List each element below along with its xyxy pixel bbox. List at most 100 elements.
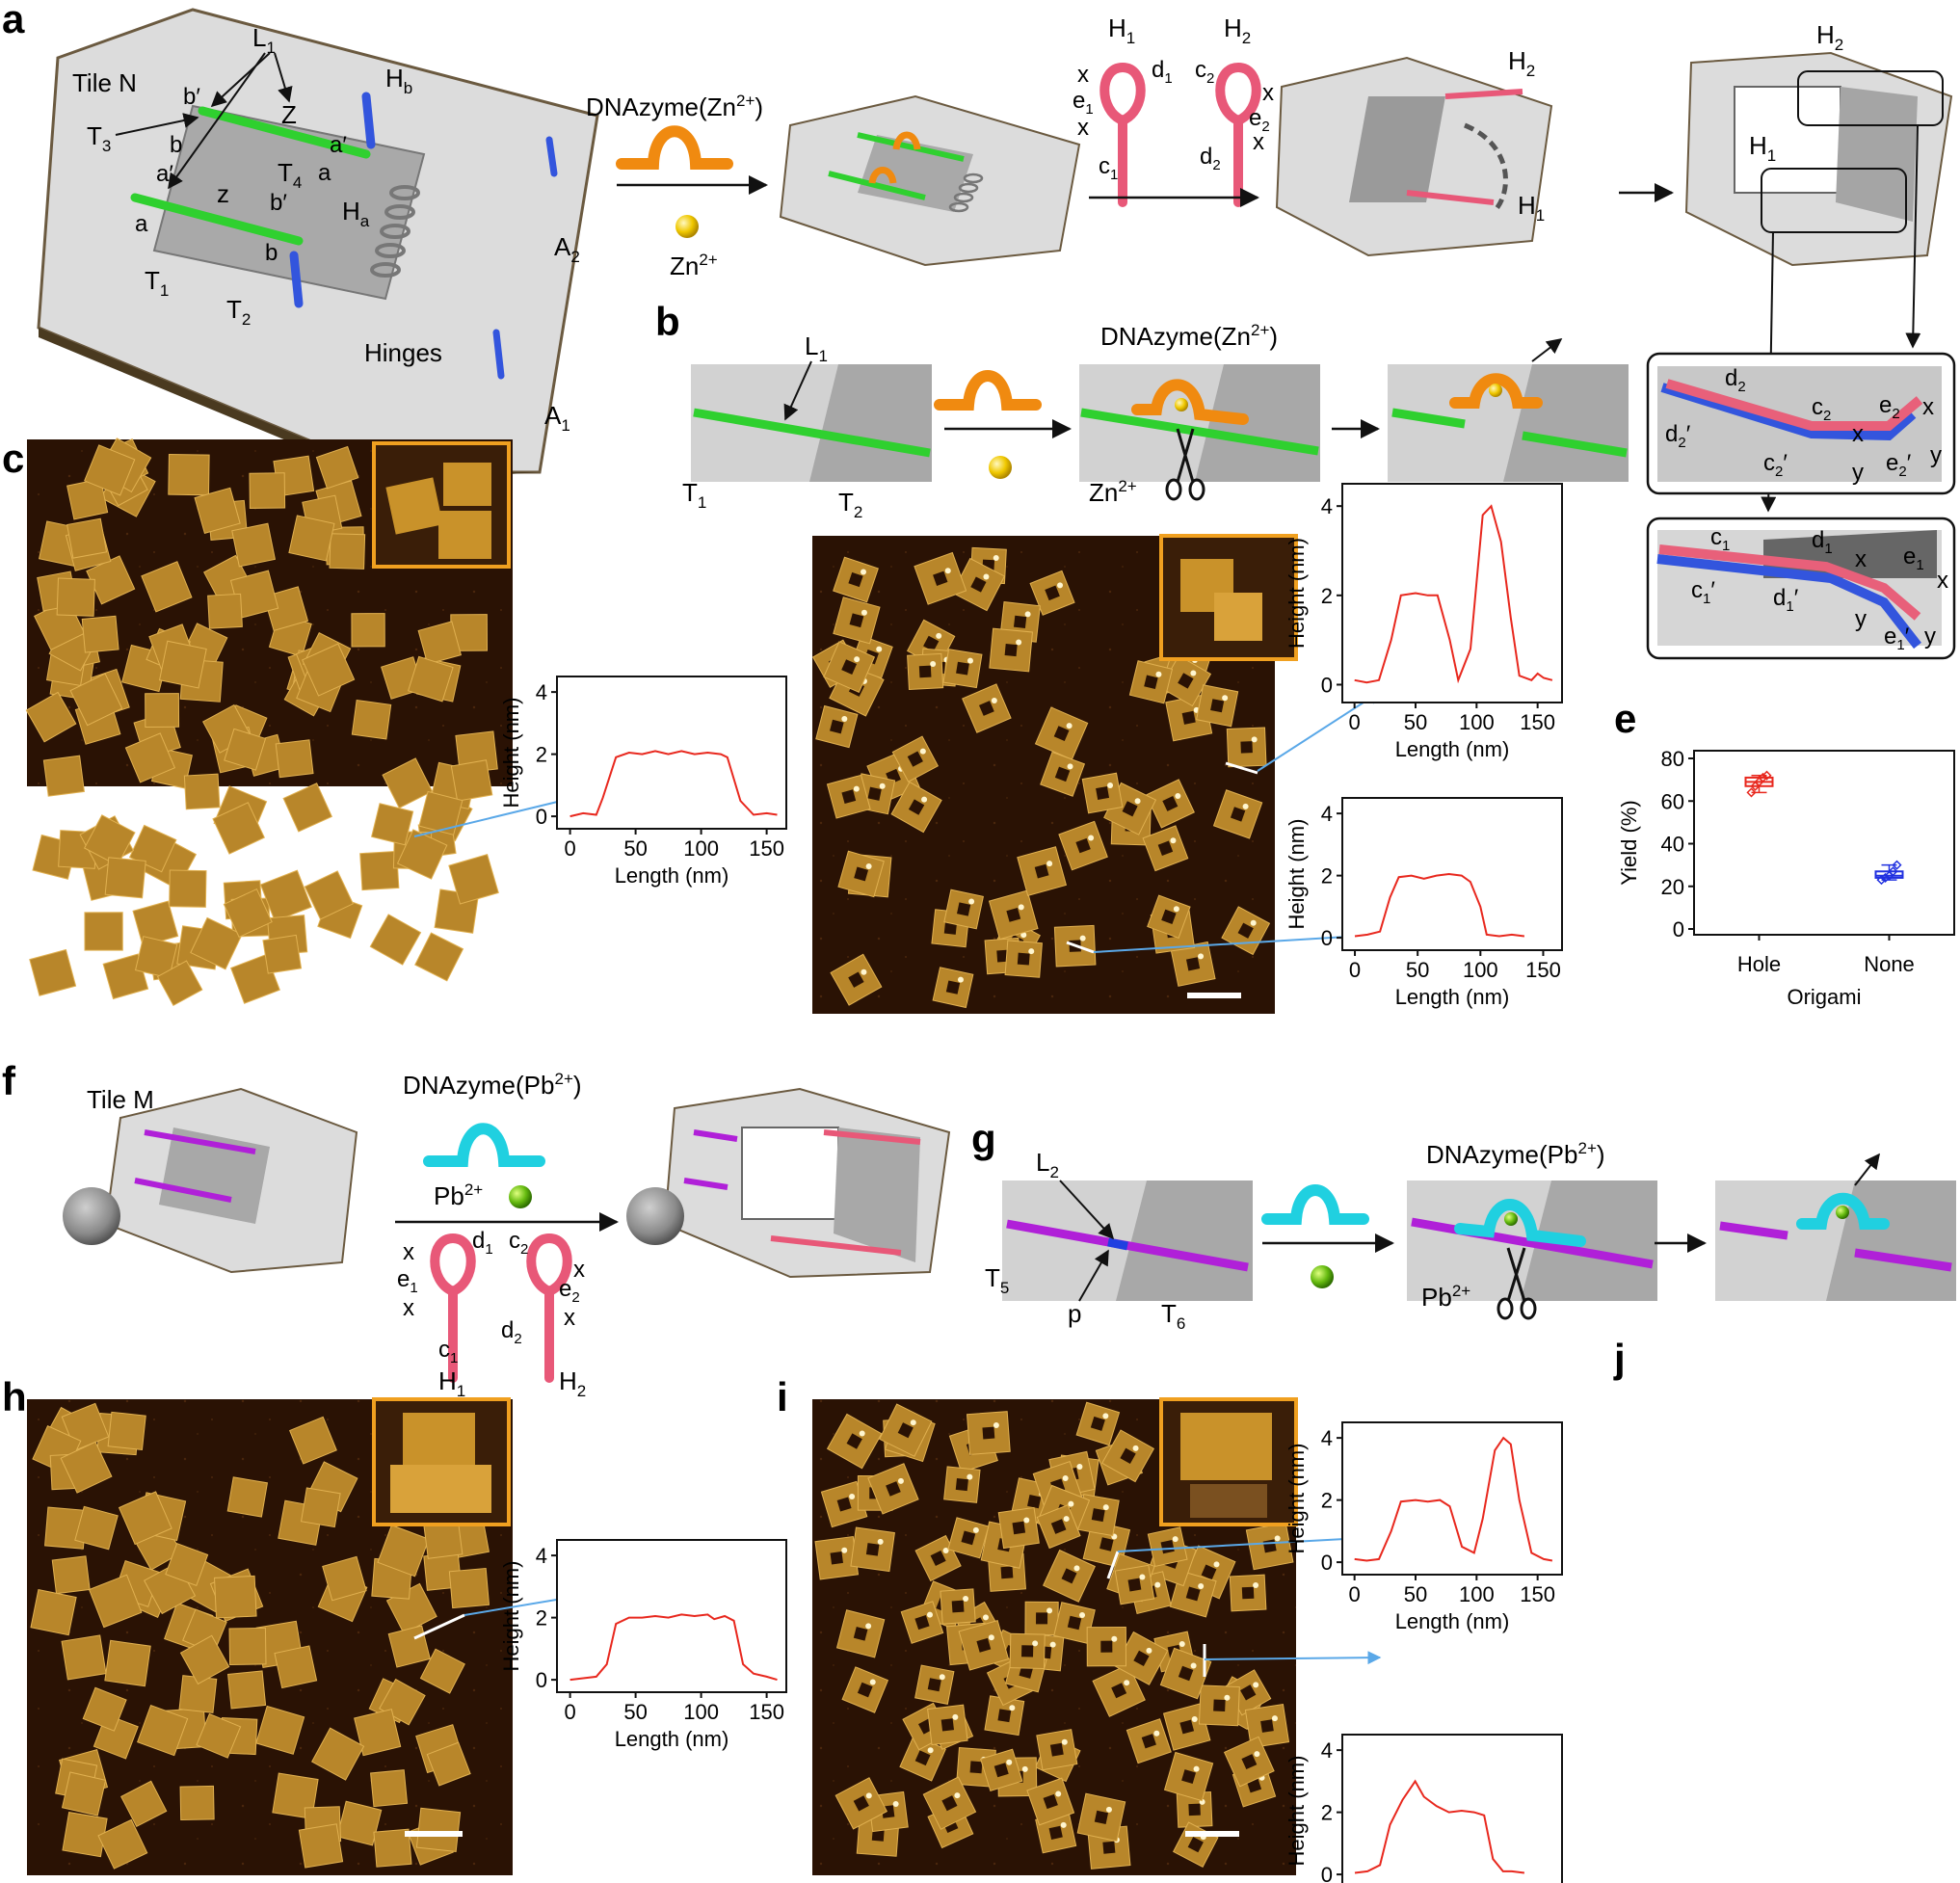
- origami-bright-spot: [954, 1792, 961, 1799]
- origami-hole: [1054, 766, 1071, 782]
- y-tick-label: 2: [1321, 864, 1333, 888]
- origami-bright-spot: [1055, 1790, 1062, 1797]
- x-tick-label: 100: [683, 836, 719, 861]
- origami-bright-spot: [849, 1493, 856, 1499]
- origami-hole: [865, 1543, 880, 1556]
- origami-hole: [897, 1422, 914, 1439]
- origami-hole: [1006, 907, 1021, 922]
- origami-hole: [969, 1761, 983, 1774]
- origami-tile: [107, 1411, 146, 1451]
- x-tick-label: 100: [683, 1700, 719, 1724]
- panel-label-h: h: [2, 1374, 27, 1419]
- origami-tile: [382, 757, 434, 809]
- origami-hole: [1122, 801, 1138, 817]
- l1-label: L1: [252, 23, 276, 57]
- g-t5-label: T5: [985, 1263, 1009, 1297]
- origami-hole: [1157, 840, 1174, 856]
- origami-bright-spot: [936, 632, 942, 639]
- origami-tile: [61, 1634, 107, 1681]
- origami-hole: [1049, 1742, 1064, 1757]
- dnazyme-zn-reaction-arrow: DNAzyme(Zn2+) Zn2+: [586, 92, 768, 280]
- origami-tile: [226, 1476, 269, 1518]
- x-tick-label: 100: [1459, 710, 1495, 734]
- origami-tile: [214, 1575, 257, 1619]
- hp2-x2: x: [1253, 129, 1264, 155]
- y-axis-label: Height (nm): [499, 1561, 523, 1672]
- y-tick-label: 2: [536, 1606, 547, 1631]
- origami-bright-spot: [1190, 670, 1197, 676]
- origami-hole: [1102, 1841, 1116, 1854]
- origami-bright-spot: [1172, 1536, 1179, 1543]
- origami-bright-spot: [865, 862, 872, 869]
- origami-bright-spot: [926, 1611, 933, 1618]
- origami-bright-spot: [963, 1596, 969, 1603]
- origami-bright-spot: [1254, 1751, 1260, 1758]
- origami-bright-spot: [1088, 835, 1095, 841]
- origami-tile: [274, 1645, 318, 1689]
- t3-label: T3: [87, 121, 111, 155]
- origami-hole: [830, 719, 844, 734]
- origami-hole: [955, 1477, 968, 1492]
- origami-bright-spot: [1102, 1413, 1109, 1419]
- origami-bright-spot: [1173, 906, 1179, 913]
- origami-hole: [841, 659, 858, 676]
- origami-tile: [359, 850, 400, 891]
- panel-b-schematic: L1 T1 T2 DNAzyme(Zn2+) Zn2+: [682, 321, 1629, 521]
- origami-tile: [415, 1807, 462, 1853]
- origami-tile: [169, 869, 207, 908]
- origami-bright-spot: [1073, 1565, 1080, 1572]
- origami-hole: [1201, 1564, 1217, 1580]
- x-tick-label: 50: [1406, 958, 1429, 982]
- g-dnazyme-label: DNAzyme(Pb2+): [1426, 1139, 1605, 1169]
- origami-bright-spot: [1251, 736, 1258, 743]
- origami-bright-spot: [930, 660, 937, 667]
- origami-hole: [1027, 1495, 1042, 1509]
- origami-hole: [993, 1763, 1009, 1778]
- origami-bright-spot: [1079, 935, 1086, 942]
- y-tick-label: 4: [536, 1544, 547, 1568]
- origami-bright-spot: [944, 568, 951, 574]
- x-tick-label: 100: [1463, 958, 1498, 982]
- origami-tile: [304, 870, 355, 920]
- origami-bright-spot: [1193, 1765, 1200, 1772]
- origami-hole: [849, 613, 864, 628]
- panel-label-a: a: [2, 0, 25, 41]
- origami-hole: [1260, 1719, 1274, 1733]
- origami-tile: [426, 1741, 471, 1787]
- origami-bright-spot: [1102, 1504, 1109, 1511]
- origami-tile: [97, 1818, 148, 1870]
- zt-d2: d2: [1725, 365, 1746, 395]
- origami-hole: [1188, 1803, 1201, 1817]
- origami-hole: [908, 799, 925, 815]
- origami-tile: [30, 1588, 77, 1636]
- tile-folding: H2 H1: [1275, 46, 1674, 257]
- origami-hole: [841, 789, 857, 805]
- origami-tile: [29, 948, 77, 996]
- hp2-x1: x: [1262, 80, 1274, 106]
- origami-hole: [848, 571, 863, 588]
- height-profile-line: [1354, 1436, 1553, 1562]
- origami-tile: [190, 916, 243, 970]
- f-hp1-x2: x: [403, 1295, 414, 1321]
- origami-hole: [867, 786, 882, 801]
- origami-bright-spot: [1018, 904, 1024, 911]
- origami-hole: [951, 1600, 965, 1613]
- tile-n-schematic: [37, 8, 599, 482]
- origami-hole: [1100, 1640, 1113, 1653]
- origami-tile: [84, 444, 136, 496]
- origami-tile: [419, 1648, 465, 1694]
- f-pb-label: Pb2+: [434, 1180, 483, 1210]
- origami-hole: [1096, 786, 1110, 800]
- origami-hole: [914, 1750, 931, 1766]
- x-tick-label: 150: [749, 1700, 784, 1724]
- x-tick-label: 150: [1525, 958, 1561, 982]
- afm-image-h: [27, 1397, 513, 1875]
- origami-tile: [351, 613, 385, 648]
- origami-bright-spot: [983, 573, 990, 580]
- origami-tile: [60, 1441, 113, 1494]
- y-tick-label: 4: [1321, 1426, 1333, 1450]
- origami-hole: [1099, 1537, 1114, 1551]
- x-axis-label: Origami: [1787, 985, 1861, 1009]
- origami-tile: [311, 1727, 365, 1781]
- label-a-1: a: [318, 160, 331, 186]
